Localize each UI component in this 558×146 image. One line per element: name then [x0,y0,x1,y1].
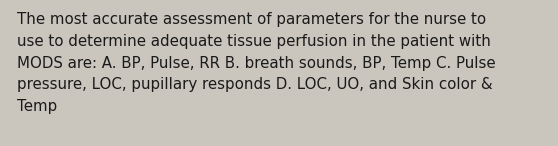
Text: The most accurate assessment of parameters for the nurse to: The most accurate assessment of paramete… [17,12,486,27]
Text: MODS are: A. BP, Pulse, RR B. breath sounds, BP, Temp C. Pulse: MODS are: A. BP, Pulse, RR B. breath sou… [17,56,496,71]
Text: pressure, LOC, pupillary responds D. LOC, UO, and Skin color &: pressure, LOC, pupillary responds D. LOC… [17,77,493,92]
Text: use to determine adequate tissue perfusion in the patient with: use to determine adequate tissue perfusi… [17,34,491,49]
Text: Temp: Temp [17,99,57,114]
